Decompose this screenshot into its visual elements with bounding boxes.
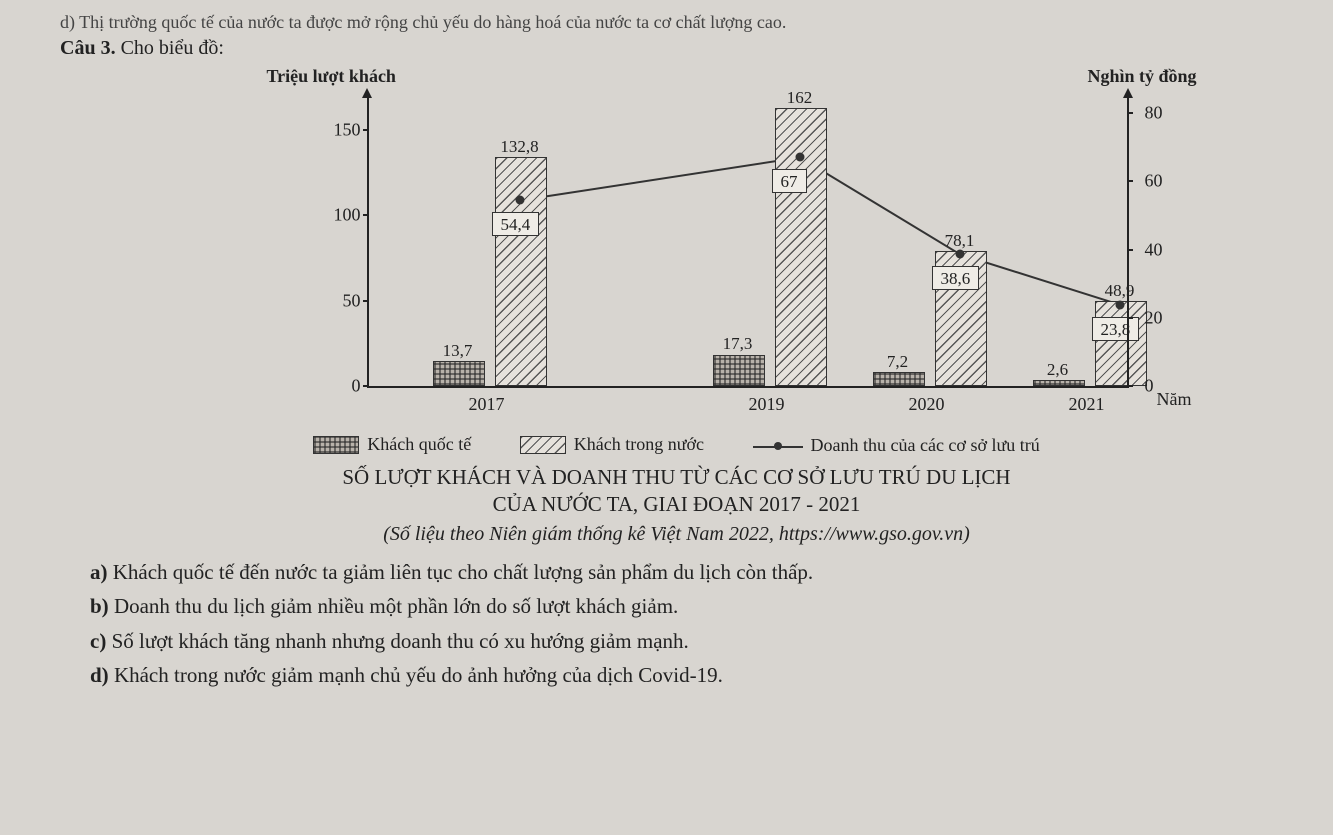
- legend: Khách quốc tế Khách trong nước Doanh thu…: [60, 434, 1293, 459]
- bar-intl: [433, 361, 485, 386]
- y-right-tick-label: 60: [1145, 171, 1163, 192]
- legend-item-intl: Khách quốc tế: [313, 434, 471, 455]
- line-marker: [1115, 300, 1124, 309]
- bar-dom: [495, 157, 547, 386]
- answer-b-tag: b): [90, 594, 109, 618]
- bar-intl-label: 7,2: [887, 352, 908, 372]
- question-number: Câu 3.: [60, 37, 116, 59]
- y-right-tick-label: 0: [1145, 376, 1154, 397]
- line-value-callout: 54,4: [492, 212, 540, 236]
- partial-previous-line: d) Thị trường quốc tế của nước ta được m…: [60, 12, 1293, 33]
- y-right-tick-label: 40: [1145, 239, 1163, 260]
- combo-chart: Triệu lượt khách Nghìn tỷ đồng 0 50 100 150…: [157, 66, 1197, 426]
- answer-b: b) Doanh thu du lịch giảm nhiều một phần…: [90, 590, 1293, 623]
- x-tick-label: 2019: [749, 394, 785, 415]
- y-left-arrowhead: [362, 88, 372, 98]
- bar-dom-label: 78,1: [945, 231, 975, 251]
- bar-intl: [1033, 380, 1085, 386]
- answer-list: a) Khách quốc tế đến nước ta giảm liên t…: [60, 556, 1293, 692]
- answer-b-text: Doanh thu du lịch giảm nhiều một phần lớ…: [114, 594, 678, 618]
- legend-item-dom: Khách trong nước: [520, 434, 704, 455]
- bar-dom: [1095, 301, 1147, 386]
- x-tick-label: 2020: [909, 394, 945, 415]
- chart-source: (Số liệu theo Niên giám thống kê Việt Na…: [60, 523, 1293, 546]
- swatch-intl: [313, 436, 359, 454]
- answer-d: d) Khách trong nước giảm mạnh chủ yếu do…: [90, 659, 1293, 692]
- chart-title-line2: CỦA NƯỚC TA, GIAI ĐOẠN 2017 - 2021: [60, 492, 1293, 517]
- y-left-tick-label: 0: [352, 376, 361, 397]
- bar-dom-label: 162: [787, 88, 813, 108]
- legend-label-intl: Khách quốc tế: [367, 434, 471, 455]
- bar-dom: [775, 108, 827, 386]
- legend-item-line: Doanh thu của các cơ sở lưu trú: [753, 435, 1040, 456]
- y-left-tick-label: 150: [334, 120, 361, 141]
- y-left-tick-label: 50: [343, 290, 361, 311]
- bar-dom-label: 48,9: [1105, 281, 1135, 301]
- question-text: Cho biểu đồ:: [121, 37, 224, 59]
- bar-intl-label: 17,3: [723, 334, 753, 354]
- y-right-axis-label: Nghìn tỷ đồng: [1087, 66, 1196, 87]
- plot-area: 05010015013,7132,817,31627,278,12,648,95…: [367, 96, 1129, 388]
- answer-c-tag: c): [90, 629, 106, 653]
- y-right-axis: [1127, 96, 1129, 386]
- x-tick-label: 2021: [1069, 394, 1105, 415]
- bar-intl-label: 2,6: [1047, 360, 1068, 380]
- y-right-arrowhead: [1123, 88, 1133, 98]
- bar-intl-label: 13,7: [443, 341, 473, 361]
- line-marker: [955, 250, 964, 259]
- line-marker: [515, 196, 524, 205]
- y-right-tick-label: 20: [1145, 307, 1163, 328]
- y-left-tick-label: 100: [334, 205, 361, 226]
- y-right-tick-label: 80: [1145, 103, 1163, 124]
- swatch-dom: [520, 436, 566, 454]
- legend-label-line: Doanh thu của các cơ sở lưu trú: [811, 435, 1040, 456]
- bar-intl: [873, 372, 925, 386]
- y-left-axis-label: Triệu lượt khách: [267, 66, 396, 87]
- answer-d-tag: d): [90, 663, 109, 687]
- bar-intl: [713, 355, 765, 387]
- answer-c-text: Số lượt khách tăng nhanh nhưng doanh thu…: [112, 629, 689, 653]
- answer-a: a) Khách quốc tế đến nước ta giảm liên t…: [90, 556, 1293, 589]
- legend-label-dom: Khách trong nước: [574, 434, 704, 455]
- line-value-callout: 38,6: [932, 266, 980, 290]
- question-line: Câu 3. Cho biểu đồ:: [60, 37, 1293, 60]
- answer-a-tag: a): [90, 560, 108, 584]
- swatch-line: [753, 438, 803, 454]
- chart-title-line1: SỐ LƯỢT KHÁCH VÀ DOANH THU TỪ CÁC CƠ SỞ …: [60, 465, 1293, 490]
- answer-a-text: Khách quốc tế đến nước ta giảm liên tục …: [113, 560, 813, 584]
- x-tick-label: 2017: [469, 394, 505, 415]
- answer-c: c) Số lượt khách tăng nhanh nhưng doanh …: [90, 625, 1293, 658]
- x-axis-label: Năm: [1157, 389, 1192, 410]
- line-value-callout: 67: [772, 169, 807, 193]
- answer-d-text: Khách trong nước giảm mạnh chủ yếu do ản…: [114, 663, 723, 687]
- bar-dom-label: 132,8: [500, 137, 538, 157]
- line-marker: [795, 153, 804, 162]
- line-value-callout: 23,8: [1092, 317, 1140, 341]
